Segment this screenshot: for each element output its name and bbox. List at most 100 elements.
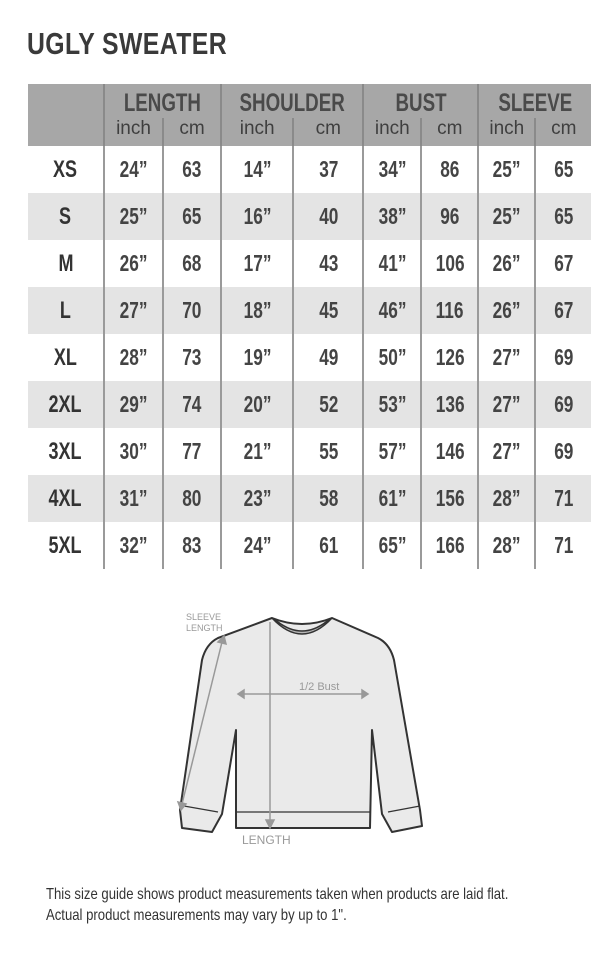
measurement-cell: 34”	[362, 146, 422, 193]
group-header: SLEEVE	[477, 84, 592, 118]
measurement-cell: 41”	[362, 240, 422, 287]
measurement-cell: 32”	[103, 522, 163, 569]
group-header: BUST	[362, 84, 479, 118]
size-label: 2XL	[28, 381, 104, 428]
table-row: XS 24” 63 14” 37 34” 86 25” 65	[28, 146, 592, 193]
measurement-cell: 27”	[103, 287, 163, 334]
measurement-cell: 52	[292, 381, 364, 428]
measurement-cell: 46”	[362, 287, 422, 334]
measurement-cell: 106	[420, 240, 479, 287]
measurement-cell: 25”	[477, 193, 536, 240]
measurement-cell: 61	[292, 522, 364, 569]
measurement-cell: 43	[292, 240, 364, 287]
size-label: 4XL	[28, 475, 104, 522]
measurement-cell: 57”	[362, 428, 422, 475]
measurement-cell: 30”	[103, 428, 163, 475]
measurement-cell: 17”	[219, 240, 294, 287]
measurement-cell: 61”	[362, 475, 422, 522]
measurement-cell: 65	[534, 193, 592, 240]
measurement-cell: 25”	[103, 193, 163, 240]
table-row: XL 28” 73 19” 49 50” 126 27” 69	[28, 334, 592, 381]
size-label: XL	[53, 343, 77, 371]
measurement-cell: 83	[162, 522, 221, 569]
measurement-cell: 77	[162, 428, 221, 475]
sweater-diagram: SLEEVE LENGTH 1/2 Bust LENGTH	[176, 612, 423, 847]
unit-header: cm	[162, 118, 221, 146]
measurement-cell: 28”	[477, 522, 536, 569]
unit-header: cm	[534, 118, 592, 146]
measurement-cell: 67	[534, 240, 592, 287]
measurement-cell: 68	[162, 240, 221, 287]
size-note: This size guide shows product measuremen…	[46, 884, 508, 926]
size-label: L	[28, 287, 104, 334]
measurement-cell: 27”	[477, 381, 536, 428]
measurement-cell: 156	[420, 475, 479, 522]
size-label: XS	[53, 155, 78, 183]
table-row: 2XL 29” 74 20” 52 53” 136 27” 69	[28, 381, 592, 428]
unit-header: inch	[103, 118, 163, 146]
note-line: This size guide shows product measuremen…	[46, 886, 509, 903]
sleeve-label: SLEEVE	[186, 612, 221, 622]
measurement-cell: 69	[534, 381, 592, 428]
measurement-cell: 24”	[103, 146, 163, 193]
measurement-cell: 73	[162, 334, 221, 381]
size-label: S	[28, 193, 104, 240]
measurement-cell: 26”	[477, 240, 536, 287]
unit-header: cm	[420, 118, 479, 146]
measurement-cell: 27”	[477, 428, 536, 475]
measurement-cell: 40	[292, 193, 364, 240]
measurement-cell: 25”	[477, 146, 536, 193]
measurement-cell: 63	[162, 146, 221, 193]
measurement-cell: 26”	[103, 240, 163, 287]
unit-header: inch	[362, 118, 422, 146]
size-label: 5XL	[48, 531, 82, 559]
measurement-cell: 20”	[219, 381, 294, 428]
measurement-cell: 71	[534, 522, 592, 569]
measurement-cell: 96	[420, 193, 479, 240]
size-table: LENGTH SHOULDER BUST SLEEVE inch cm inch cm…	[28, 84, 592, 569]
collar	[271, 617, 333, 635]
sweater-body	[179, 617, 423, 833]
table-row: 4XL 31” 80 23” 58 61” 156 28” 71	[28, 475, 592, 522]
measurement-cell: 126	[420, 334, 479, 381]
measurement-cell: 26”	[477, 287, 536, 334]
measurement-cell: 86	[420, 146, 479, 193]
measurement-cell: 69	[534, 334, 592, 381]
unit-header: inch	[219, 118, 294, 146]
bust-label: 1/2 Bust	[299, 681, 339, 693]
measurement-cell: 53”	[362, 381, 422, 428]
unit-header: cm	[292, 118, 364, 146]
measurement-cell: 23”	[219, 475, 294, 522]
measurement-cell: 69	[534, 428, 592, 475]
sleeve-arrow	[181, 641, 223, 805]
measurement-cell: 166	[420, 522, 479, 569]
measurement-cell: 136	[420, 381, 479, 428]
measurement-cell: 71	[534, 475, 592, 522]
size-label: M	[58, 249, 73, 277]
measurement-cell: 80	[162, 475, 221, 522]
measurement-cell: 29”	[103, 381, 163, 428]
measurement-cell: 49	[292, 334, 364, 381]
table-row: M 26” 68 17” 43 41” 106 26” 67	[28, 240, 592, 287]
measurement-cell: 19”	[219, 334, 294, 381]
measurement-cell: 31”	[103, 475, 163, 522]
group-header: LENGTH	[103, 84, 221, 118]
measurement-cell: 58	[292, 475, 364, 522]
table-row: S 25” 65 16” 40 38” 96 25” 65	[28, 193, 592, 240]
group-header: SHOULDER	[219, 84, 364, 118]
measurement-cell: 37	[292, 146, 364, 193]
measurement-cell: 24”	[219, 522, 294, 569]
measurement-cell: 67	[534, 287, 592, 334]
sleeve-label-2: LENGTH	[186, 623, 223, 633]
measurement-cell: 27”	[477, 334, 536, 381]
measurement-cell: 45	[292, 287, 364, 334]
size-label: 3XL	[48, 437, 82, 465]
corner-cell	[28, 84, 104, 146]
measurement-cell: 21”	[219, 428, 294, 475]
measurement-cell: 16”	[219, 193, 294, 240]
measurement-cell: 65	[534, 146, 592, 193]
table-row: 3XL 30” 77 21” 55 57” 146 27” 69	[28, 428, 592, 475]
measurement-cell: 50”	[362, 334, 422, 381]
measurement-cell: 65”	[362, 522, 422, 569]
measurement-cell: 28”	[103, 334, 163, 381]
